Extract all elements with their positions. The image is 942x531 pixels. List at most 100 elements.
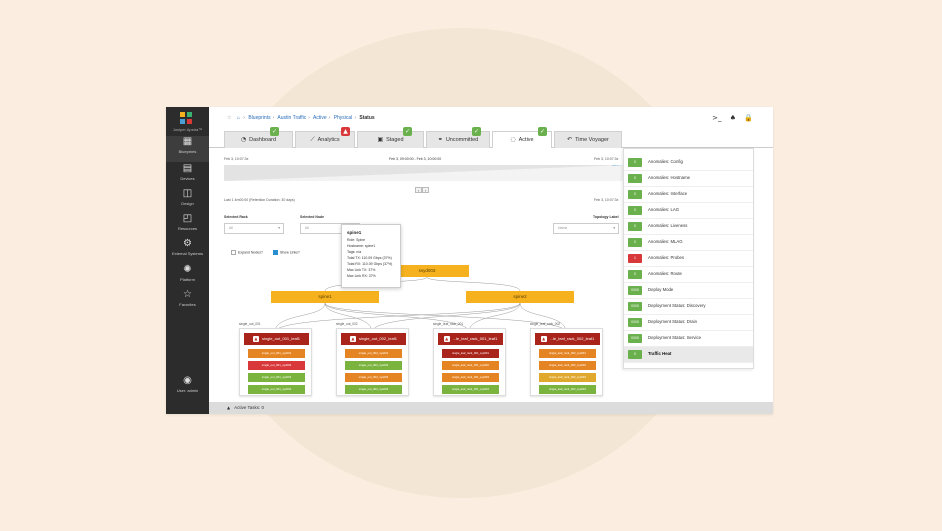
- server-port[interactable]: single_out_002_sys002: [345, 361, 402, 370]
- selected-rack-select[interactable]: All ▾: [224, 223, 284, 234]
- topology-link: [468, 302, 521, 333]
- breadcrumb-physical[interactable]: Physical: [333, 115, 353, 121]
- anomaly-count-badge: 1: [628, 254, 642, 263]
- server-port[interactable]: single_out_002_sys001: [345, 349, 402, 358]
- node-tooltip: spine1 Role: Spine Hostname: spine1 Tags: …: [341, 224, 401, 288]
- tab-time-voyager[interactable]: ↶ Time Voyager: [554, 131, 622, 148]
- server-port[interactable]: single_leaf_rack_001_sys004: [442, 385, 499, 394]
- lock-icon[interactable]: 🔒: [744, 114, 753, 122]
- server-port[interactable]: single_leaf_rack_002_sys003: [539, 373, 596, 382]
- sidebar-item-external-systems[interactable]: ⚙ External Systems: [166, 238, 209, 264]
- spine-node-1[interactable]: spine1: [271, 291, 379, 303]
- anomaly-count-badge: 0/0/0: [628, 286, 642, 295]
- server-port[interactable]: single_out_001_sys002: [248, 361, 305, 370]
- server-port[interactable]: single_leaf_rack_002_sys002: [539, 361, 596, 370]
- anomaly-row[interactable]: 0 Anomalies: MLAG: [624, 235, 753, 251]
- sidebar-item-devices[interactable]: ▤ Devices: [166, 163, 209, 189]
- external-systems-icon: ⚙: [183, 238, 192, 249]
- user-menu[interactable]: ◉ User: admin: [166, 375, 209, 401]
- anomaly-row[interactable]: 0 Anomalies: Hostname: [624, 171, 753, 187]
- leaf-card[interactable]: ▲ ...le_leaf_rack_002_leaf1 single_leaf_ra…: [530, 328, 603, 396]
- show-links-label: Show Links?: [280, 250, 300, 255]
- tab-label: Analytics: [317, 137, 340, 143]
- anomaly-row[interactable]: 0/0/0 Deployment Status: Discovery: [624, 299, 753, 315]
- leaf-card[interactable]: ▲ single_out_002_leaf1 single_out_002_sys0…: [336, 328, 409, 396]
- anomaly-row[interactable]: 0 Traffic Heat: [624, 347, 753, 363]
- anomaly-row[interactable]: 0/0/0 Deployment Status: Drain: [624, 315, 753, 331]
- anomaly-count-badge: 0/0/0: [628, 334, 642, 343]
- app-window: Juniper Apstra™ ▦ Blueprints ▤ Devices ◫ Desi…: [166, 107, 773, 414]
- sidebar-item-label: Devices: [180, 176, 195, 181]
- sidebar-item-resources[interactable]: ◰ Resources: [166, 213, 209, 239]
- timeline-pager: ‹ ›: [415, 187, 429, 193]
- anomaly-row[interactable]: 0 Anomalies: Route: [624, 267, 753, 283]
- server-port[interactable]: single_leaf_rack_001_sys001: [442, 349, 499, 358]
- topology-link: [274, 302, 521, 333]
- sidebar-item-label: Design: [181, 201, 194, 206]
- server-port[interactable]: single_out_001_sys003: [248, 373, 305, 382]
- anomaly-row[interactable]: 0 Anomalies: LAG: [624, 203, 753, 219]
- sidebar-item-blueprints[interactable]: ▦ Blueprints: [166, 136, 209, 162]
- superspine-node[interactable]: ssyd003: [385, 265, 469, 277]
- tooltip-row: Total TX: 110.09 Gbps (37%): [347, 256, 392, 260]
- home-icon[interactable]: ⌂: [236, 115, 240, 121]
- devices-icon: ▤: [182, 163, 193, 174]
- sidebar-item-favorites[interactable]: ☆ Favorites: [166, 289, 209, 315]
- tab-analytics[interactable]: ⟋ Analytics ▲: [295, 127, 355, 148]
- anomaly-label: Deployment Status: Drain: [648, 319, 697, 324]
- show-links-checkbox[interactable]: Show Links?: [273, 250, 300, 255]
- server-port[interactable]: single_out_002_sys003: [345, 373, 402, 382]
- prev-button[interactable]: ‹: [415, 187, 422, 193]
- sidebar: Juniper Apstra™ ▦ Blueprints ▤ Devices ◫ Desi…: [166, 107, 209, 414]
- breadcrumb-blueprints[interactable]: Blueprints: [248, 115, 271, 121]
- sidebar-item-platform[interactable]: ✺ Platform: [166, 264, 209, 290]
- timeline[interactable]: Feb 3, 10:07:3x Feb 3, 09:00:00 - Feb 3,…: [224, 157, 624, 185]
- topology-links: [274, 276, 567, 333]
- next-button[interactable]: ›: [422, 187, 429, 193]
- expand-nodes-checkbox[interactable]: Expand Nodes?: [231, 250, 263, 255]
- server-port[interactable]: single_leaf_rack_001_sys003: [442, 373, 499, 382]
- rack-caption: single_leaf_rack_002: [530, 322, 561, 326]
- server-port[interactable]: single_leaf_rack_002_sys004: [539, 385, 596, 394]
- anomaly-row[interactable]: 1 Anomalies: Probes: [624, 251, 753, 267]
- breadcrumb-active[interactable]: Active: [313, 115, 327, 121]
- anomaly-row[interactable]: 0 Anomalies: Config: [624, 155, 753, 171]
- leaf-name: single_out_002_leaf1: [358, 336, 398, 341]
- server-port[interactable]: single_leaf_rack_001_sys002: [442, 361, 499, 370]
- leaf-card[interactable]: ▲ ...le_leaf_rack_001_leaf1 single_leaf_ra…: [433, 328, 506, 396]
- server-port[interactable]: single_out_002_sys004: [345, 385, 402, 394]
- leaf-card[interactable]: ▲ single_out_001_leaf1 single_out_001_sys0…: [239, 328, 312, 396]
- anomaly-count-badge: 0: [628, 206, 642, 215]
- server-port[interactable]: single_out_001_sys004: [248, 385, 305, 394]
- user-icon: ◉: [183, 375, 192, 386]
- tab-bar: ◔ Dashboard ✓ ⟋ Analytics ▲ ▣ Staged ✓ ⚭ Uncommitt…: [209, 127, 773, 149]
- tab-uncommitted[interactable]: ⚭ Uncommitted ✓: [426, 127, 490, 148]
- anomaly-row[interactable]: 0 Anomalies: Interface: [624, 187, 753, 203]
- breadcrumb-blueprint[interactable]: Austin Traffic: [277, 115, 307, 121]
- tab-status-badge: ✓: [270, 127, 279, 136]
- anomaly-row[interactable]: 0/0/0 Deployment Status: Service: [624, 331, 753, 347]
- server-port[interactable]: single_leaf_rack_002_sys001: [539, 349, 596, 358]
- anomaly-row[interactable]: 0/0/0 Deploy Mode: [624, 283, 753, 299]
- server-port[interactable]: single_out_001_sys001: [248, 349, 305, 358]
- tab-dashboard[interactable]: ◔ Dashboard ✓: [224, 127, 293, 148]
- sidebar-item-design[interactable]: ◫ Design: [166, 188, 209, 214]
- tab-staged[interactable]: ▣ Staged ✓: [357, 127, 424, 148]
- leaf-node[interactable]: ▲ ...le_leaf_rack_002_leaf1: [535, 333, 600, 345]
- status-dots: [180, 405, 192, 414]
- leaf-node[interactable]: ▲ ...le_leaf_rack_001_leaf1: [438, 333, 503, 345]
- topology-link: [371, 302, 521, 333]
- anomaly-row[interactable]: 0 Anomalies: Liveness: [624, 219, 753, 235]
- topology-label-select[interactable]: Name ▾: [553, 223, 619, 234]
- leaf-node[interactable]: ▲ single_out_001_leaf1: [244, 333, 309, 345]
- tab-active[interactable]: ◌ Active ✓: [492, 127, 552, 149]
- tooltip-row: Total RX: 110.09 Gbps (37%): [347, 262, 393, 266]
- leaf-node[interactable]: ▲ single_out_002_leaf1: [341, 333, 406, 345]
- active-tasks-bar[interactable]: ▲ Active Tasks: 0: [209, 402, 773, 414]
- spine-node-2[interactable]: spine2: [466, 291, 574, 303]
- notifications-icon[interactable]: ♠: [729, 114, 737, 122]
- star-icon[interactable]: ☆: [227, 115, 232, 121]
- terminal-icon[interactable]: >_: [712, 114, 722, 122]
- anomaly-label: Anomalies: LAG: [648, 207, 680, 212]
- selected-rack-value: All: [229, 226, 233, 230]
